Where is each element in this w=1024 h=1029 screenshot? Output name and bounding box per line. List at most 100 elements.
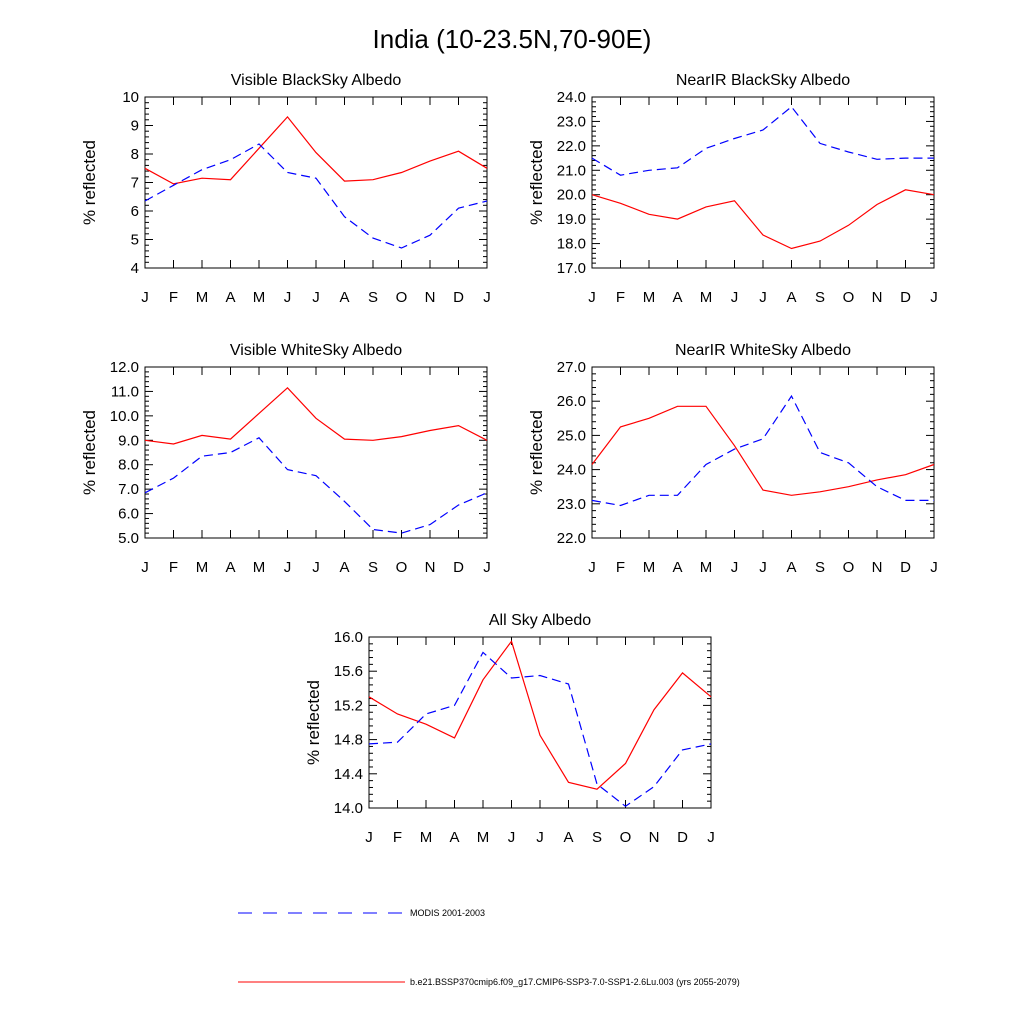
legend: MODIS 2001-2003 b.e21.BSSP370cmip6.f09_g1…: [238, 908, 740, 987]
x-tick-label: N: [649, 829, 660, 846]
x-tick-label: A: [786, 289, 796, 306]
x-tick-label: N: [425, 289, 436, 306]
x-tick-label: O: [396, 289, 408, 306]
model-series-line: [368, 639, 712, 790]
y-tick-label: 9.0: [118, 432, 139, 449]
modis-series-line: [591, 105, 934, 176]
modis-series-line: [591, 394, 934, 507]
y-tick-label: 22.0: [557, 530, 586, 547]
y-tick-label: 20.0: [557, 187, 586, 204]
x-tick-label: M: [700, 559, 713, 576]
x-tick-label: J: [284, 289, 292, 306]
modis-series-line: [144, 437, 488, 534]
panel-title: NearIR WhiteSky Albedo: [675, 342, 851, 359]
y-tick-label: 7.0: [118, 481, 139, 498]
x-tick-label: M: [196, 559, 209, 576]
x-tick-label: D: [677, 829, 688, 846]
x-tick-label: O: [620, 829, 632, 846]
x-tick-label: M: [420, 829, 433, 846]
x-tick-label: M: [253, 559, 266, 576]
x-tick-label: O: [843, 559, 855, 576]
y-axis-label: % reflected: [527, 140, 546, 225]
y-axis-label: % reflected: [304, 680, 323, 765]
y-tick-label: 22.0: [557, 138, 586, 155]
y-tick-label: 15.2: [334, 697, 363, 714]
y-tick-label: 8: [131, 146, 139, 163]
panel-title: Visible BlackSky Albedo: [231, 72, 402, 89]
x-tick-label: J: [365, 829, 373, 846]
model-series-line: [591, 405, 935, 496]
plot-frame: [144, 96, 488, 269]
y-tick-label: 6.0: [118, 506, 139, 523]
x-tick-label: S: [592, 829, 602, 846]
y-tick-label: 17.0: [557, 260, 586, 277]
panel-title: NearIR BlackSky Albedo: [676, 72, 850, 89]
x-tick-label: N: [425, 559, 436, 576]
x-tick-label: M: [477, 829, 490, 846]
x-tick-label: A: [563, 829, 573, 846]
y-tick-label: 15.6: [334, 663, 363, 680]
modis-series-line: [368, 651, 712, 808]
y-tick-label: 12.0: [110, 359, 139, 376]
x-tick-label: A: [449, 829, 459, 846]
model-series-line: [144, 115, 488, 185]
x-tick-label: O: [396, 559, 408, 576]
x-tick-label: J: [483, 289, 491, 306]
x-tick-label: J: [759, 289, 767, 306]
panel-title: All Sky Albedo: [489, 612, 591, 629]
x-tick-label: M: [643, 289, 656, 306]
x-tick-label: N: [872, 559, 883, 576]
plot-frame: [144, 366, 488, 539]
x-tick-label: J: [731, 289, 739, 306]
x-tick-label: M: [253, 289, 266, 306]
legend-label-1: MODIS 2001-2003: [410, 908, 485, 918]
x-tick-label: F: [169, 289, 178, 306]
y-tick-label: 14.4: [334, 766, 363, 783]
y-tick-label: 19.0: [557, 211, 586, 228]
x-tick-label: M: [643, 559, 656, 576]
x-tick-label: J: [312, 559, 320, 576]
plot-frame: [591, 96, 935, 269]
x-tick-label: A: [672, 289, 682, 306]
x-tick-label: D: [900, 289, 911, 306]
x-tick-label: J: [731, 559, 739, 576]
y-axis-label: % reflected: [80, 410, 99, 495]
x-tick-label: M: [196, 289, 209, 306]
x-tick-label: D: [453, 289, 464, 306]
x-tick-label: F: [393, 829, 402, 846]
x-tick-label: D: [453, 559, 464, 576]
x-tick-label: O: [843, 289, 855, 306]
y-tick-label: 6: [131, 203, 139, 220]
x-tick-label: J: [141, 559, 149, 576]
x-tick-label: J: [707, 829, 715, 846]
y-tick-label: 11.0: [111, 383, 139, 400]
y-tick-label: 4: [131, 260, 139, 277]
plot-frame: [591, 366, 935, 539]
x-tick-label: S: [815, 559, 825, 576]
x-tick-label: A: [672, 559, 682, 576]
x-tick-label: F: [616, 289, 625, 306]
y-tick-label: 5: [131, 232, 139, 249]
x-tick-label: D: [900, 559, 911, 576]
x-tick-label: M: [700, 289, 713, 306]
x-tick-label: J: [312, 289, 320, 306]
model-series-line: [591, 189, 935, 250]
y-tick-label: 10: [122, 89, 139, 106]
y-tick-label: 25.0: [557, 427, 586, 444]
x-tick-label: J: [588, 289, 596, 306]
x-tick-label: S: [815, 289, 825, 306]
x-tick-label: A: [225, 289, 235, 306]
y-tick-label: 23.0: [557, 496, 586, 513]
figure-title: India (10-23.5N,70-90E): [373, 24, 652, 54]
y-tick-label: 27.0: [557, 359, 586, 376]
y-tick-label: 24.0: [557, 462, 586, 479]
y-tick-label: 24.0: [557, 89, 586, 106]
y-tick-label: 10.0: [110, 408, 139, 425]
modis-series-line: [144, 143, 488, 249]
y-tick-label: 14.0: [334, 800, 363, 817]
